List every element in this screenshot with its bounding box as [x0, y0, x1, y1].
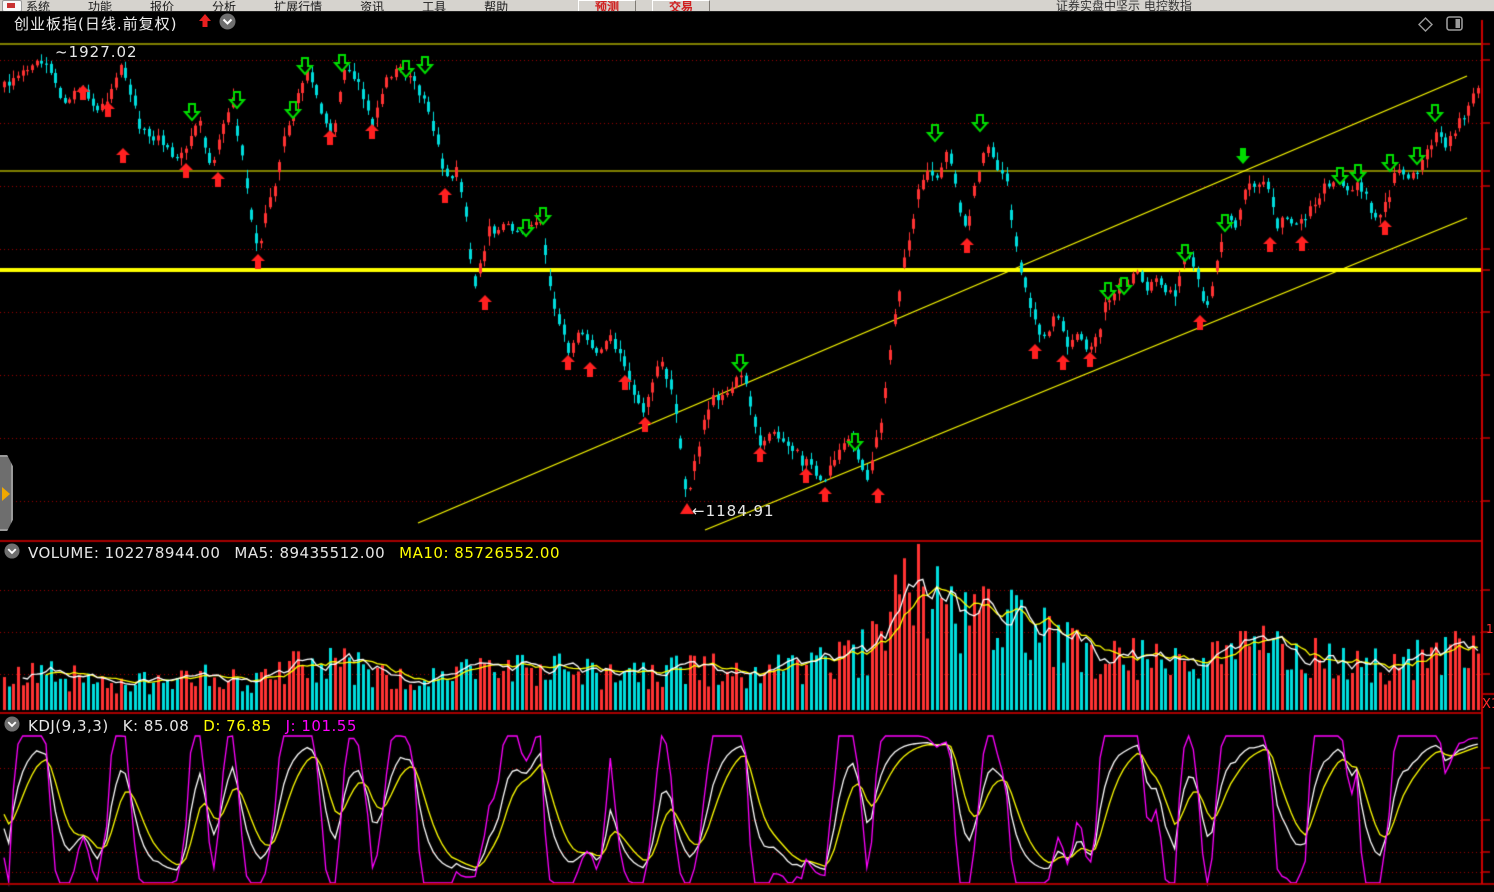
menu-items: 系统 功能 报价 分析 扩展行情 资讯 工具 帮助 [26, 0, 546, 11]
volume-panel-header: VOLUME: 102278944.00 MA5: 89435512.00 MA… [4, 543, 574, 563]
app-logo-icon[interactable] [2, 0, 22, 11]
volume-ma10-value: MA10: 85726552.00 [399, 544, 560, 562]
kdj-name: KDJ(9,3,3) [28, 717, 109, 735]
kdj-k-value: K: 85.08 [122, 717, 190, 735]
menu-item-7[interactable]: 工具 [422, 0, 447, 12]
menu-hot-button-1[interactable]: 预测 [578, 0, 636, 11]
diamond-icon[interactable] [1418, 17, 1433, 36]
menu-bar: 系统 功能 报价 分析 扩展行情 资讯 工具 帮助 预测 交易 证券实盘中坚示 电控数指 [0, 0, 1494, 12]
peak-price-annotation: ~1927.02 [55, 43, 138, 61]
panel-layout-icon[interactable] [1446, 16, 1463, 35]
menu-hot-button-2[interactable]: 交易 [652, 0, 710, 11]
kdj-d-value: D: 76.85 [203, 717, 272, 735]
kdj-collapse-icon[interactable] [4, 716, 20, 736]
chart-title-bar: 创业板指(日线.前复权) [0, 12, 1494, 34]
sidebar-expand-handle[interactable] [0, 455, 13, 531]
menu-item-1[interactable]: 系统 [26, 0, 51, 12]
menu-right-text: 证券实盘中坚示 电控数指 [1056, 0, 1192, 11]
menu-item-3[interactable]: 报价 [150, 0, 175, 12]
menu-hot-button-1-label: 预测 [594, 0, 619, 11]
volume-collapse-icon[interactable] [4, 543, 20, 563]
volume-axis-label: 1 [1486, 622, 1494, 636]
chart-title: 创业板指(日线.前复权) [14, 15, 178, 33]
collapse-chevron-icon[interactable] [219, 13, 236, 34]
volume-ma5-value: MA5: 89435512.00 [234, 544, 386, 562]
menu-item-4[interactable]: 分析 [212, 0, 237, 12]
x1-axis-label: X1 [1482, 697, 1494, 712]
menu-item-6[interactable]: 资讯 [360, 0, 385, 12]
expand-arrow-icon [2, 487, 10, 501]
volume-value: VOLUME: 102278944.00 [28, 544, 221, 562]
kdj-j-value: J: 101.55 [285, 717, 357, 735]
trough-price-annotation: ←1184.91 [692, 502, 775, 520]
menu-item-2[interactable]: 功能 [88, 0, 113, 12]
trend-up-icon [197, 13, 213, 33]
menu-item-5[interactable]: 扩展行情 [274, 0, 323, 12]
kdj-panel-header: KDJ(9,3,3) K: 85.08 D: 76.85 J: 101.55 [4, 716, 371, 736]
menu-hot-button-2-label: 交易 [668, 0, 693, 11]
menu-item-8[interactable]: 帮助 [484, 0, 509, 12]
